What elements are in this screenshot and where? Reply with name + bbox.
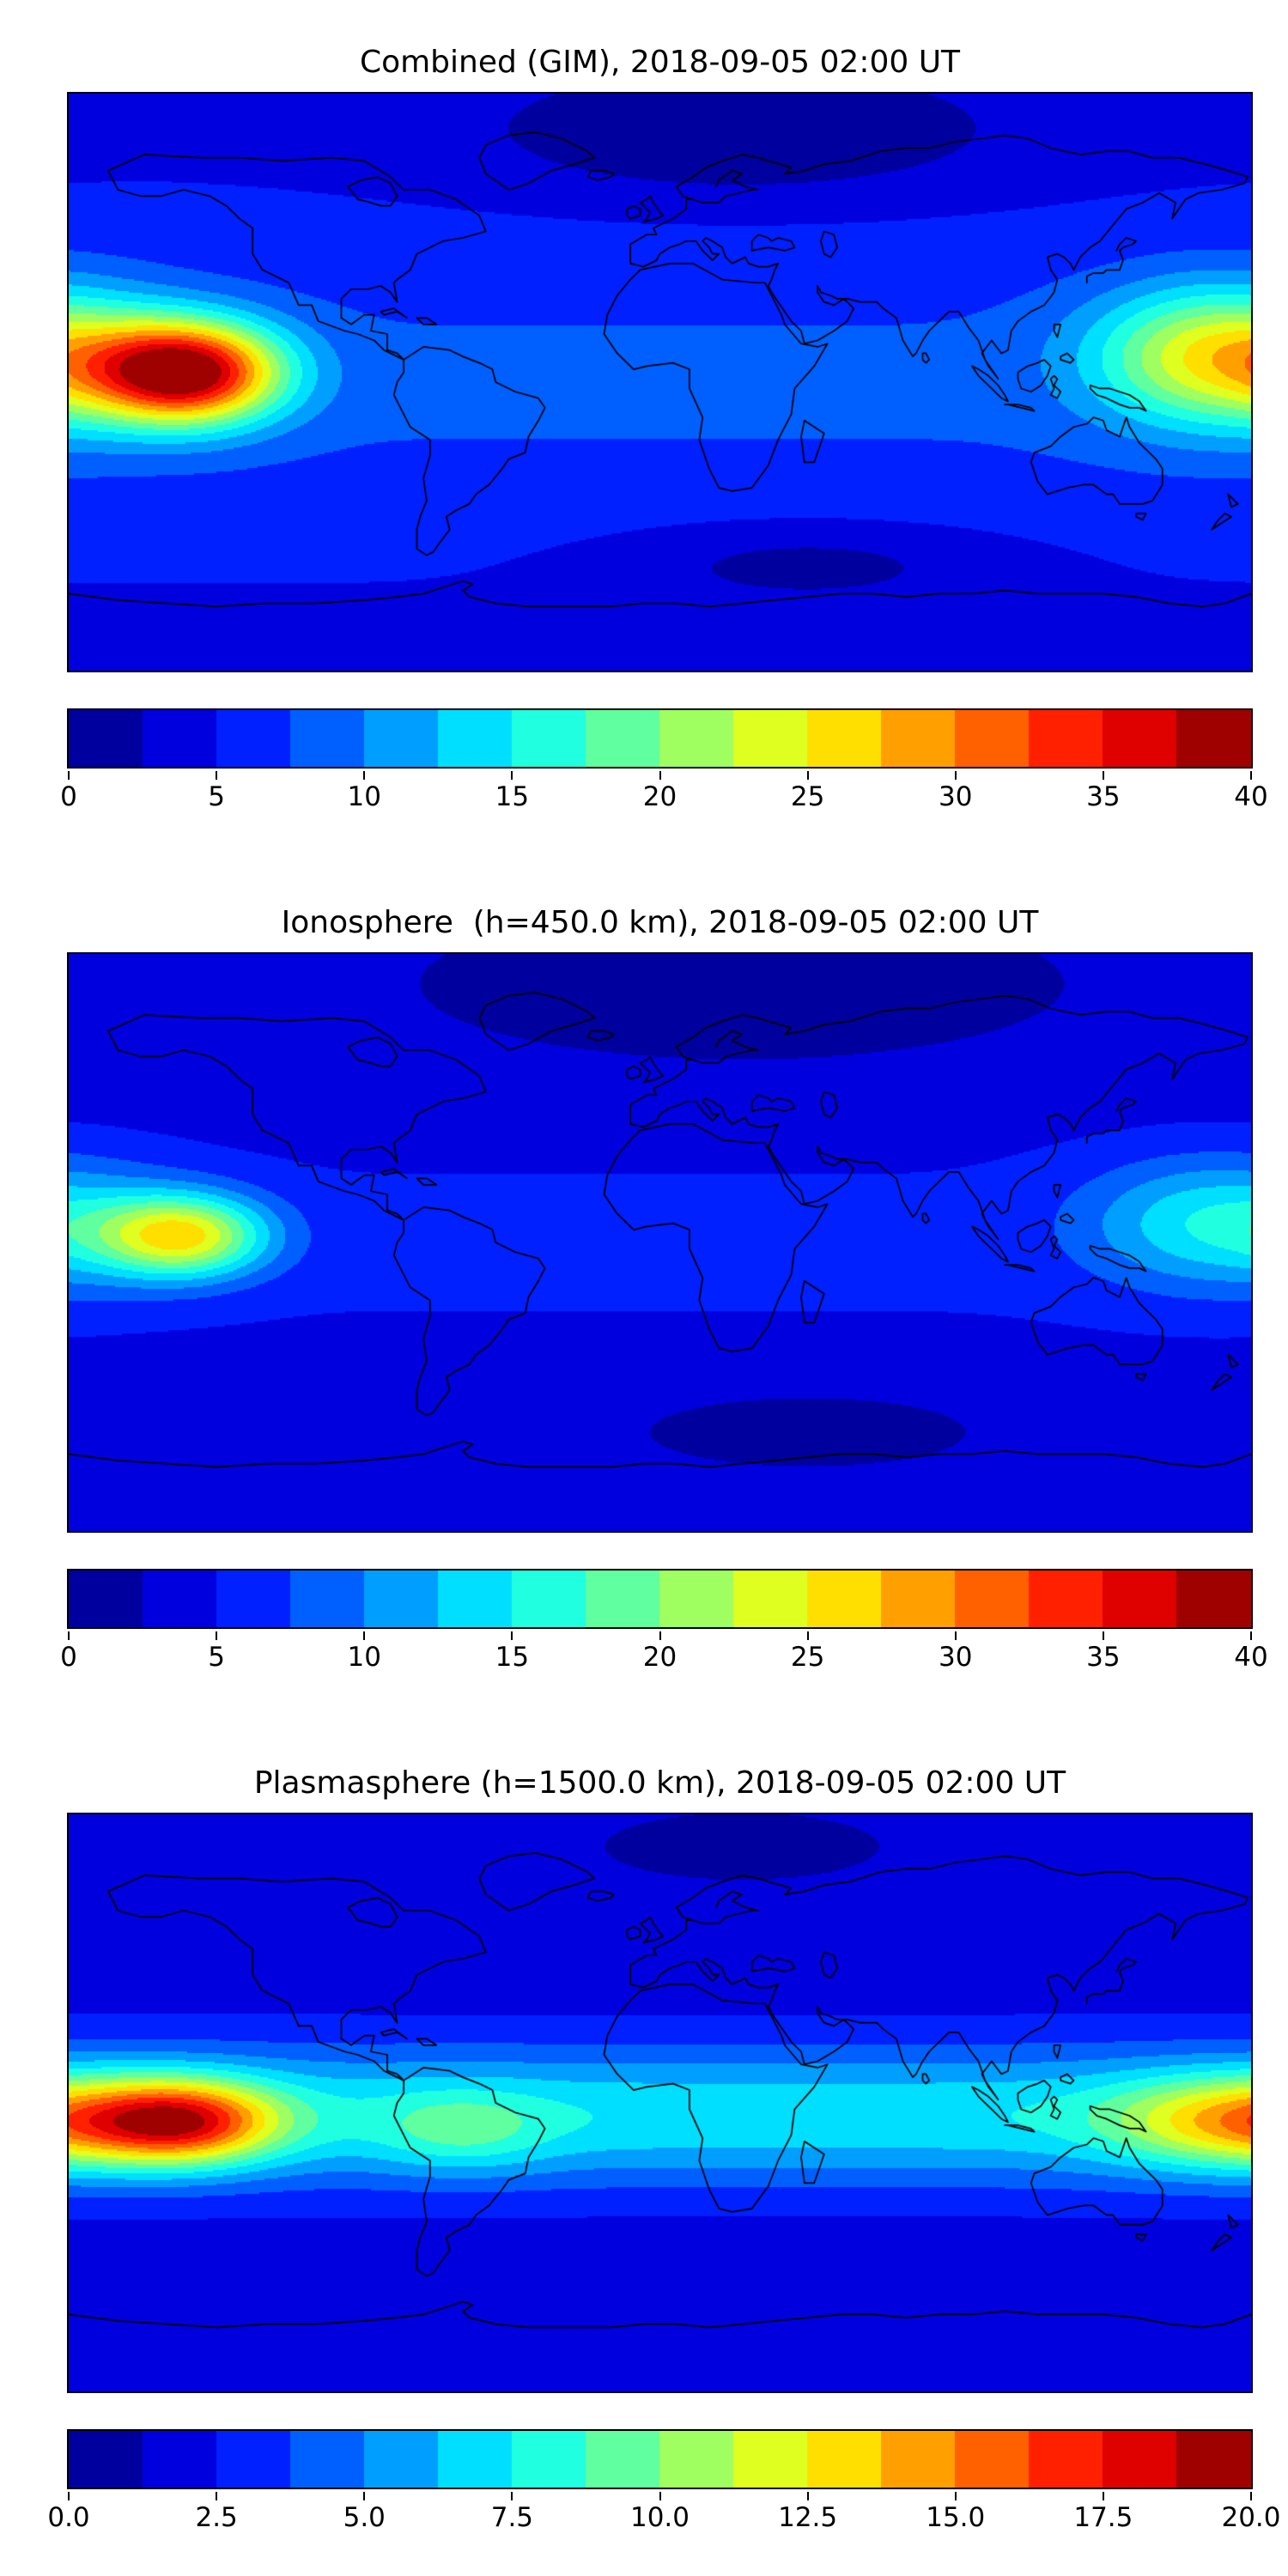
colorbar-canvas-plasmasphere xyxy=(67,2429,1253,2489)
colorbar-tick-mark xyxy=(659,771,661,780)
colorbar-tick-label: 10 xyxy=(347,781,381,812)
colorbar-tick-mark xyxy=(68,771,70,780)
colorbar-tick-mark xyxy=(954,771,957,780)
colorbar-tick-mark xyxy=(1250,1631,1252,1640)
colorbar-tick-mark xyxy=(68,2492,70,2500)
colorbar-combined xyxy=(67,708,1254,769)
colorbar-tick-label: 15 xyxy=(495,781,530,812)
colorbar-tick-label: 35 xyxy=(1086,781,1121,812)
map-title-plasmasphere: Plasmasphere (h=1500.0 km), 2018-09-05 0… xyxy=(253,1765,1066,1801)
colorbar-tick-mark xyxy=(1250,2492,1252,2500)
colorbar-canvas-ionosphere xyxy=(67,1569,1253,1629)
colorbar-tick-mark xyxy=(1250,771,1252,780)
colorbar-tick-mark xyxy=(363,771,366,780)
colorbar-tick-mark xyxy=(511,1631,513,1640)
colorbar-tick-mark xyxy=(954,2492,957,2500)
colorbar-tick-mark xyxy=(216,771,218,780)
colorbar-tick-label: 10 xyxy=(347,1642,381,1673)
colorbar-tick-label: 0 xyxy=(60,781,77,812)
colorbar-tick-mark xyxy=(216,2492,218,2500)
colorbar-tick-mark xyxy=(68,1631,70,1640)
colorbar-tick-mark xyxy=(363,1631,366,1640)
colorbar-tick-label: 5 xyxy=(208,781,225,812)
colorbar-tick-mark xyxy=(511,771,513,780)
colorbar-tick-mark xyxy=(216,1631,218,1640)
colorbar-tick-label: 25 xyxy=(790,781,825,812)
map-canvas-ionosphere xyxy=(67,952,1253,1533)
colorbar-tick-mark xyxy=(1102,771,1104,780)
colorbar-tick-mark xyxy=(659,2492,661,2500)
colorbar-tick-mark xyxy=(1102,1631,1104,1640)
colorbar-plasmasphere xyxy=(67,2429,1254,2489)
colorbar-tick-mark xyxy=(1102,2492,1104,2500)
colorbar-tick-label: 10.0 xyxy=(629,2502,690,2533)
colorbar-tick-label: 2.5 xyxy=(195,2502,238,2533)
colorbar-tick-label: 30 xyxy=(939,1642,973,1673)
map-title-combined: Combined (GIM), 2018-09-05 02:00 UT xyxy=(359,45,961,80)
colorbar-tick-label: 5.0 xyxy=(343,2502,386,2533)
colorbar-tick-mark xyxy=(954,1631,957,1640)
colorbar-tick-mark xyxy=(806,771,809,780)
map-canvas-combined xyxy=(67,92,1253,672)
colorbar-tick-label: 15.0 xyxy=(926,2502,986,2533)
colorbar-tick-label: 0.0 xyxy=(47,2502,90,2533)
map-title-ionosphere: Ionosphere (h=450.0 km), 2018-09-05 02:0… xyxy=(281,905,1039,940)
colorbar-tick-label: 7.5 xyxy=(490,2502,534,2533)
panel-ionosphere: Ionosphere (h=450.0 km), 2018-09-05 02:0… xyxy=(60,905,1268,1676)
colorbar-tick-label: 15 xyxy=(495,1642,530,1673)
colorbar-tick-mark xyxy=(659,1631,661,1640)
colorbar-tick-label: 30 xyxy=(939,781,973,812)
colorbar-tick-label: 0 xyxy=(60,1642,77,1673)
colorbar-ticks-ionosphere: 0 5 10 15 20 25 30 35 40 xyxy=(60,1631,1268,1676)
colorbar-ticks-combined: 0 5 10 15 20 25 30 35 40 xyxy=(60,771,1268,816)
colorbar-tick-label: 20 xyxy=(642,781,677,812)
colorbar-canvas-combined xyxy=(67,708,1253,769)
colorbar-tick-label: 40 xyxy=(1234,781,1268,812)
colorbar-tick-mark xyxy=(511,2492,513,2500)
colorbar-tick-label: 20.0 xyxy=(1221,2502,1281,2533)
colorbar-ionosphere xyxy=(67,1569,1254,1629)
colorbar-tick-label: 17.5 xyxy=(1073,2502,1133,2533)
panel-combined-gim: Combined (GIM), 2018-09-05 02:00 UT 0 5 10… xyxy=(60,45,1268,816)
panel-plasmasphere: Plasmasphere (h=1500.0 km), 2018-09-05 0… xyxy=(47,1765,1281,2537)
map-canvas-plasmasphere xyxy=(67,1813,1253,2393)
colorbar-tick-label: 35 xyxy=(1086,1642,1121,1673)
colorbar-tick-mark xyxy=(806,1631,809,1640)
colorbar-tick-label: 20 xyxy=(642,1642,677,1673)
colorbar-tick-label: 12.5 xyxy=(778,2502,838,2533)
colorbar-tick-label: 5 xyxy=(208,1642,225,1673)
colorbar-tick-label: 25 xyxy=(790,1642,825,1673)
colorbar-ticks-plasmasphere: 0.0 2.5 5.0 7.5 10.0 12.5 15.0 17.5 20.0 xyxy=(47,2492,1281,2537)
colorbar-tick-mark xyxy=(363,2492,366,2500)
colorbar-tick-label: 40 xyxy=(1234,1642,1268,1673)
colorbar-tick-mark xyxy=(806,2492,809,2500)
